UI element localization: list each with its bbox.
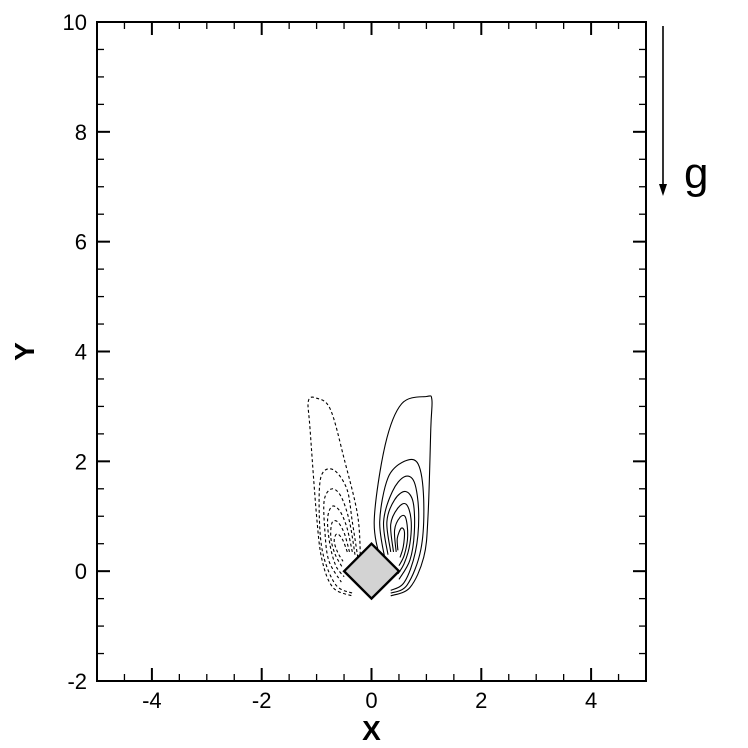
y-axis-title: Y — [9, 342, 40, 361]
contour-line-positive — [393, 514, 409, 566]
contour-line-positive — [379, 458, 425, 594]
contour-line-negative — [333, 533, 348, 562]
x-axis-title: X — [362, 715, 381, 746]
obstacle-diamond — [342, 542, 401, 601]
contour-line-negative — [330, 520, 351, 569]
y-tick-label: -2 — [67, 669, 87, 694]
contour-line-negative — [326, 505, 353, 578]
y-tick-label: 2 — [75, 449, 87, 474]
axis-ticks — [97, 22, 646, 681]
contour-line-positive — [373, 395, 433, 597]
contour-line-positive — [386, 490, 416, 580]
x-tick-label: -4 — [142, 688, 162, 713]
x-tick-label: -2 — [252, 688, 272, 713]
contour-line-positive — [390, 502, 412, 575]
y-tick-label: 10 — [63, 10, 87, 35]
y-tick-label: 0 — [75, 559, 87, 584]
contour-line-negative — [323, 488, 356, 583]
y-tick-label: 4 — [75, 340, 87, 365]
y-tick-label: 8 — [75, 120, 87, 145]
contour-line-negative — [318, 468, 359, 594]
x-tick-label: 2 — [475, 688, 487, 713]
axis-tick-labels: -4 -2 0 2 4 -2 0 2 4 6 8 10 — [63, 10, 598, 713]
contour-line-positive — [382, 475, 420, 591]
gravity-arrow — [659, 26, 667, 196]
y-tick-label: 6 — [75, 230, 87, 255]
gravity-label: g — [684, 149, 708, 198]
obstacle-shape — [342, 542, 401, 601]
contour-line-positive — [396, 527, 406, 558]
x-tick-label: 4 — [585, 688, 597, 713]
contour-line-negative — [307, 396, 362, 597]
x-tick-label: 0 — [365, 688, 377, 713]
contour-lines — [307, 395, 433, 597]
